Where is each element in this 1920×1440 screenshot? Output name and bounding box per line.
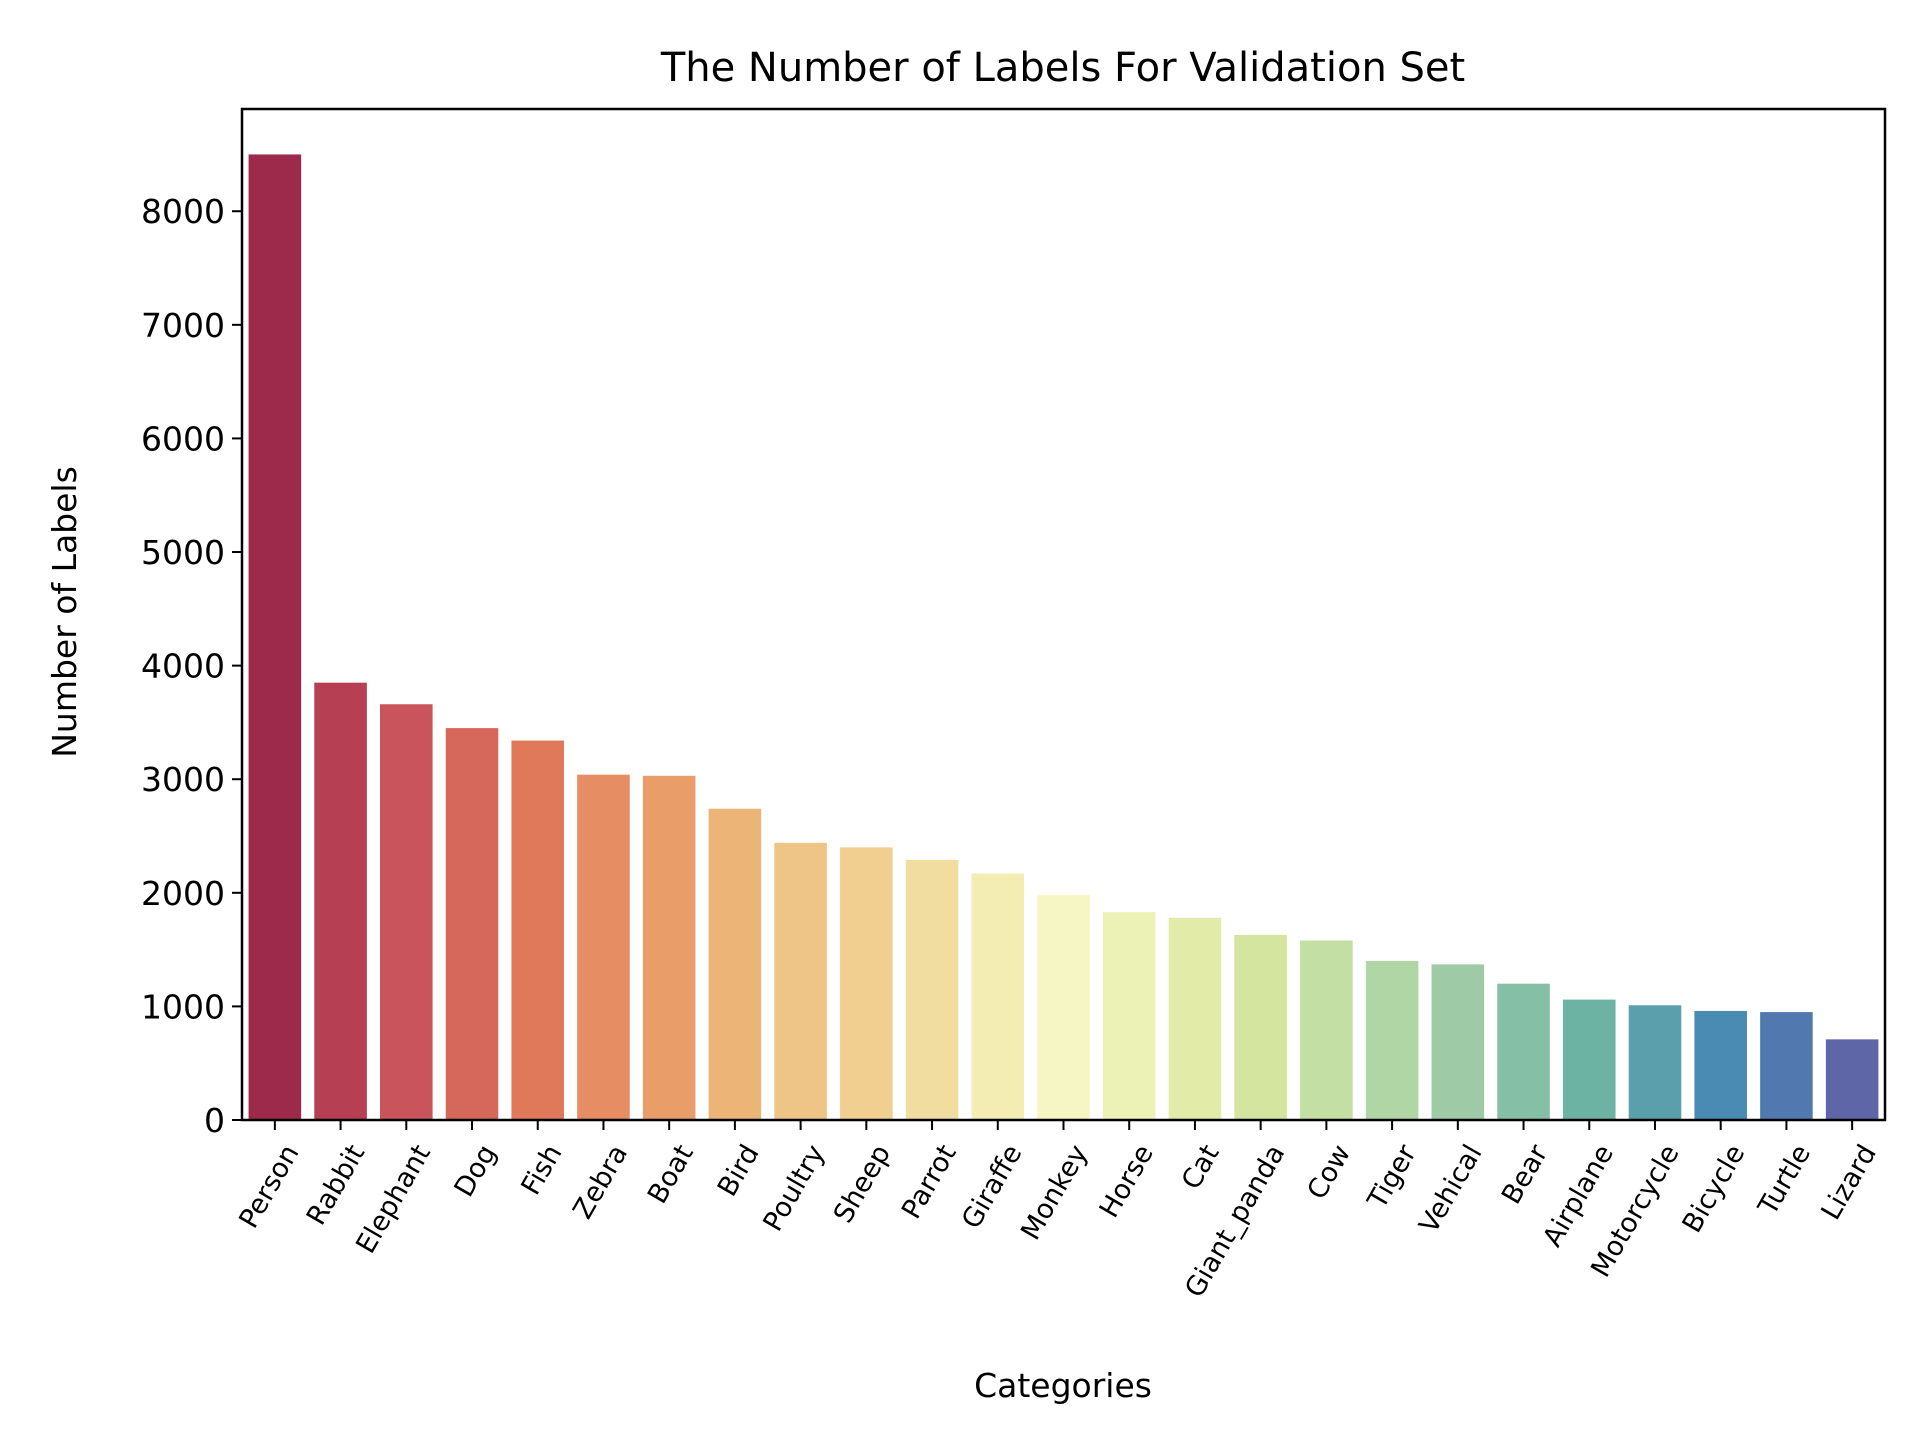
y-tick-label: 1000: [141, 987, 225, 1026]
x-tick-label: Tiger: [1361, 1139, 1423, 1215]
x-tick-label: Bear: [1496, 1139, 1555, 1210]
bar-rabbit: [314, 682, 367, 1120]
x-tick-label: Poultry: [757, 1140, 831, 1237]
bar-bicycle: [1694, 1010, 1747, 1120]
x-tick-label: Sheep: [828, 1140, 897, 1229]
chart-title: The Number of Labels For Validation Set: [660, 45, 1465, 91]
bars-group: [248, 154, 1879, 1120]
y-tick-label: 7000: [141, 306, 225, 345]
bar-person: [248, 154, 302, 1120]
x-tick-label: Turtle: [1752, 1140, 1817, 1222]
bar-airplane: [1562, 999, 1616, 1120]
bar-motorcycle: [1628, 1005, 1682, 1120]
y-tick-label: 6000: [141, 419, 225, 458]
x-tick-label: Zebra: [567, 1140, 634, 1225]
bar-boat: [642, 775, 696, 1120]
plot-frame: [240, 107, 1887, 1122]
bar-poultry: [774, 842, 827, 1120]
x-axis-label: Categories: [974, 1366, 1152, 1405]
y-tick-label: 5000: [141, 533, 225, 572]
bar-bear: [1497, 983, 1550, 1120]
x-tick-label: Cow: [1301, 1140, 1357, 1205]
bar-giant-panda: [1234, 934, 1287, 1120]
bar-cow: [1300, 940, 1353, 1120]
bar-bird: [708, 808, 762, 1120]
y-axis: 0 1000 2000 3000 4000 5000 6000 7000 8000: [141, 192, 242, 1140]
bar-monkey: [1037, 895, 1090, 1120]
x-tick-label: Person: [233, 1140, 305, 1234]
y-tick-label: 8000: [141, 192, 225, 231]
x-tick-label: Parrot: [896, 1140, 963, 1225]
x-tick-label: Vehical: [1413, 1140, 1488, 1239]
x-tick-label: Horse: [1094, 1140, 1160, 1224]
x-tick-label: Dog: [449, 1140, 503, 1203]
y-axis-label: Number of Labels: [45, 466, 84, 758]
x-tick-label: Bird: [712, 1140, 766, 1202]
x-tick-label: Boat: [642, 1140, 700, 1209]
bar-cat: [1168, 917, 1222, 1120]
x-tick-label: Fish: [515, 1140, 568, 1201]
bar-zebra: [577, 774, 630, 1120]
y-tick-label: 4000: [141, 647, 225, 686]
y-tick-label: 0: [204, 1101, 225, 1140]
bar-sheep: [840, 847, 893, 1120]
x-tick-label: Cat: [1176, 1140, 1226, 1195]
bar-fish: [511, 740, 565, 1120]
bar-lizard: [1825, 1039, 1879, 1120]
x-tick-label: Bicycle: [1677, 1140, 1752, 1238]
y-tick-label: 3000: [141, 760, 225, 799]
y-tick-label: 2000: [141, 874, 225, 913]
bar-giraffe: [971, 873, 1025, 1120]
bar-vehical: [1431, 964, 1485, 1120]
bar-turtle: [1760, 1012, 1813, 1120]
bar-dog: [445, 728, 499, 1120]
bar-parrot: [905, 859, 959, 1120]
bar-elephant: [380, 704, 433, 1120]
bar-horse: [1102, 912, 1156, 1120]
bar-tiger: [1365, 960, 1419, 1120]
x-tick-label: Rabbit: [301, 1140, 371, 1231]
x-tick-label: Giraffe: [956, 1140, 1028, 1235]
x-tick-label: Lizard: [1815, 1140, 1882, 1226]
